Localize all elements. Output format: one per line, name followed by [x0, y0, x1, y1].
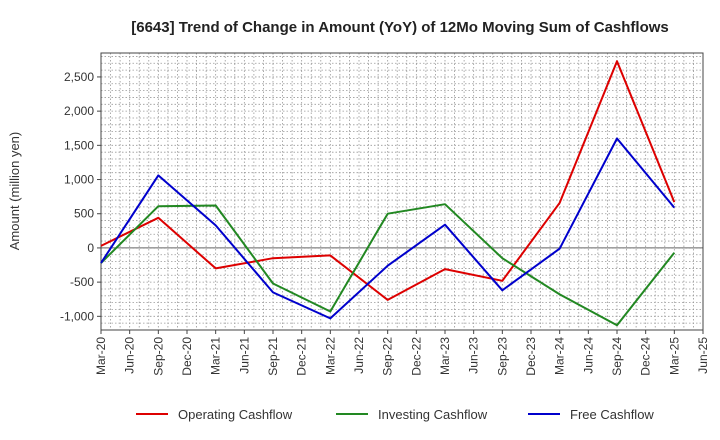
y-tick-label: 1,500	[64, 138, 94, 152]
x-tick-label: Jun-25	[696, 337, 710, 374]
x-tick-label: Jun-21	[237, 337, 251, 374]
x-tick-label: Mar-23	[438, 337, 452, 375]
legend-label: Operating Cashflow	[178, 407, 293, 422]
x-tick-label: Dec-23	[524, 337, 538, 376]
y-tick-label: 0	[87, 241, 94, 255]
y-tick-label: 1,000	[64, 173, 94, 187]
x-tick-label: Sep-23	[495, 337, 509, 376]
legend-label: Investing Cashflow	[378, 407, 488, 422]
y-tick-label: 2,500	[64, 70, 94, 84]
y-tick-label: 500	[74, 207, 94, 221]
legend: Operating Cashflow Investing Cashflow Free…	[136, 407, 654, 422]
x-tick-label: Jun-23	[467, 337, 481, 374]
plot-background	[101, 53, 703, 330]
x-tick-label: Mar-22	[323, 337, 337, 375]
x-tick-label: Mar-25	[667, 337, 681, 375]
x-tick-label: Sep-24	[610, 337, 624, 376]
y-tick-label: -1,000	[60, 309, 94, 323]
y-tick-label: 2,000	[64, 104, 94, 118]
x-tick-label: Mar-21	[209, 337, 223, 375]
y-axis-label: Amount (million yen)	[7, 132, 22, 251]
x-tick-label: Jun-20	[123, 337, 137, 374]
x-tick-label: Sep-21	[266, 337, 280, 376]
x-tick-label: Mar-24	[553, 337, 567, 375]
plot-frame	[100, 52, 704, 331]
x-tick-label: Dec-21	[295, 337, 309, 376]
plot-area: -1,000 -500 0 500 1,000 1,500 2,000 2,500 Mar-20…	[60, 52, 710, 376]
x-tick-label: Jun-22	[352, 337, 366, 374]
y-tick-label: -500	[70, 275, 94, 289]
x-tick-label: Mar-20	[94, 337, 108, 375]
x-tick-label: Sep-20	[151, 337, 165, 376]
x-tick-label: Dec-20	[180, 337, 194, 376]
chart-title: [6643] Trend of Change in Amount (YoY) o…	[131, 19, 669, 36]
x-tick-label: Dec-22	[409, 337, 423, 376]
x-tick-label: Sep-22	[381, 337, 395, 376]
x-tick-label: Dec-24	[639, 337, 653, 376]
x-tick-label: Jun-24	[581, 337, 595, 374]
legend-label: Free Cashflow	[570, 407, 654, 422]
